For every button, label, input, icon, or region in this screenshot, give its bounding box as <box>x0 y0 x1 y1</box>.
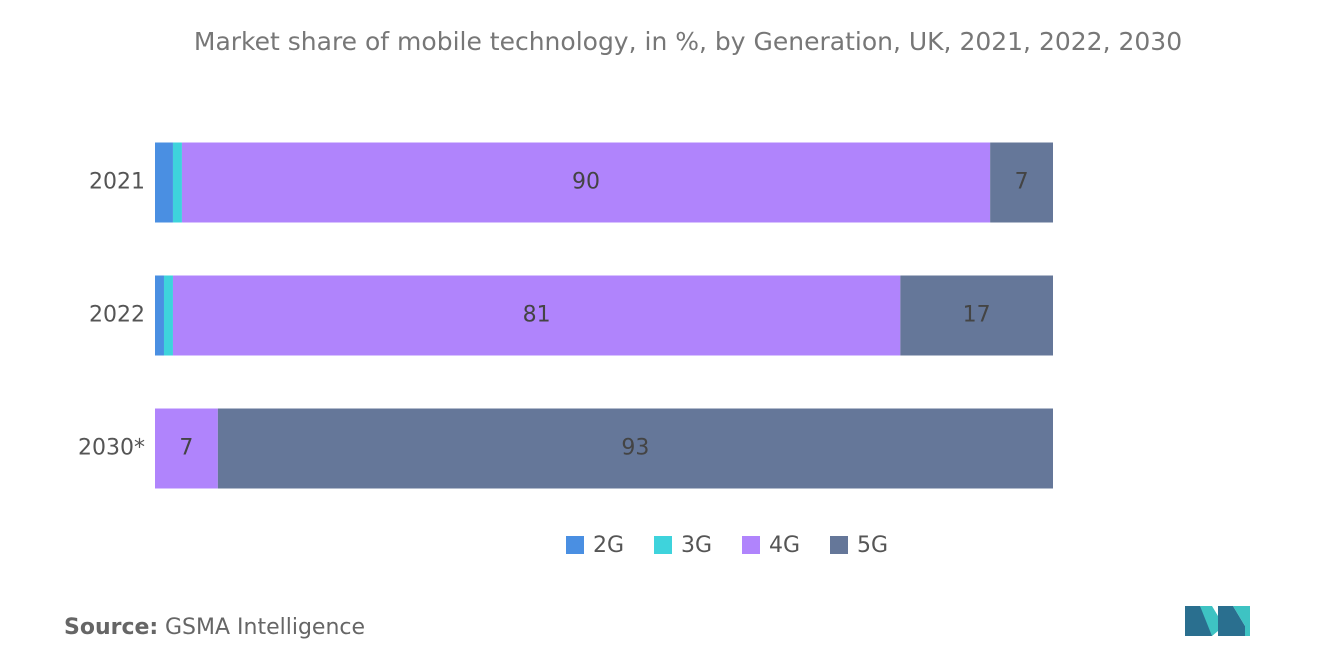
logo <box>1185 606 1250 636</box>
source: GSMA Intelligence <box>165 615 365 640</box>
legend-label: 4G <box>769 533 800 558</box>
legend-swatch <box>830 536 848 554</box>
bar-segment <box>172 142 182 223</box>
y-tick-label: 2030* <box>78 436 145 461</box>
bar-segment <box>155 408 218 489</box>
data-label: 17 <box>963 303 991 328</box>
data-label: 7 <box>1015 170 1029 195</box>
bar-segment <box>181 142 991 223</box>
legend-swatch <box>654 536 672 554</box>
bar-segment <box>217 408 1054 489</box>
chart-title: Market share of mobile technology, in %,… <box>194 27 1182 56</box>
data-label: 7 <box>179 436 193 461</box>
data-label: 81 <box>523 303 551 328</box>
data-label: 90 <box>572 170 600 195</box>
bar-segment <box>990 142 1053 223</box>
bar-segment <box>155 275 164 356</box>
legend-label: 2G <box>593 533 624 558</box>
data-label: 93 <box>621 436 649 461</box>
legend-label: 3G <box>681 533 712 558</box>
source-label: Source: <box>64 615 158 640</box>
bar-segment <box>900 275 1053 356</box>
bar-segment <box>155 142 173 223</box>
legend-swatch <box>742 536 760 554</box>
y-tick-label: 2022 <box>89 303 145 328</box>
legend-swatch <box>566 536 584 554</box>
bar-segment <box>172 275 901 356</box>
legend-label: 5G <box>857 533 888 558</box>
y-tick-label: 2021 <box>89 170 145 195</box>
bar-segment <box>163 275 173 356</box>
